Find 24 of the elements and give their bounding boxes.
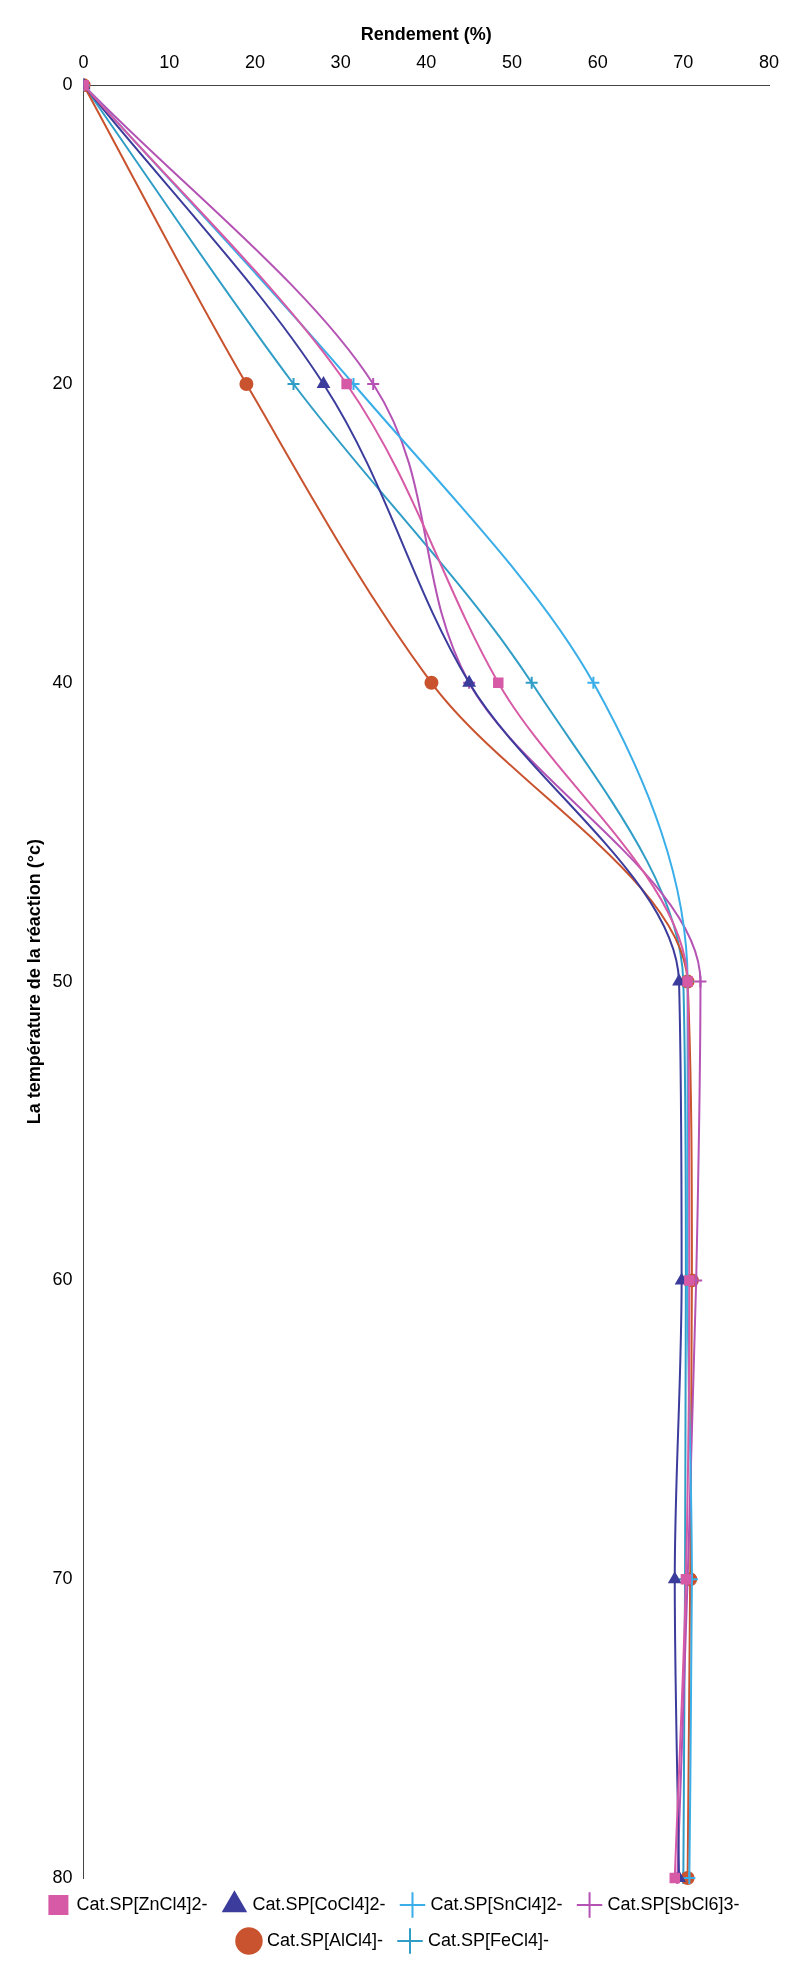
legend-label: Cat.SP[FeCl4]-: [428, 1929, 550, 1950]
x-tick-label: 40: [416, 52, 437, 73]
y-tick-label: 50: [52, 970, 73, 991]
legend-label: Cat.SP[AlCl4]-: [266, 1929, 384, 1950]
x-tick-label: 50: [501, 52, 522, 73]
y-tick-label: 60: [52, 1269, 73, 1290]
y-tick-label: 40: [52, 671, 73, 692]
legend-label: Cat.SP[CoCl4]2-: [252, 1893, 386, 1914]
y-tick-label: 0: [62, 74, 73, 95]
x-axis-title: Rendement (%): [360, 23, 492, 44]
legend-label: Cat.SP[SbCl6]3-: [607, 1893, 740, 1914]
x-tick-label: 0: [78, 52, 89, 73]
x-tick-label: 10: [159, 52, 180, 73]
y-axis-title: La température de la réaction (°c): [23, 838, 44, 1125]
x-tick-label: 70: [673, 52, 694, 73]
x-tick-label: 20: [244, 52, 265, 73]
legend-label: Cat.SP[ZnCl4]2-: [76, 1893, 208, 1914]
x-tick-label: 30: [330, 52, 351, 73]
x-tick-label: 80: [758, 52, 780, 73]
y-tick-label: 20: [52, 372, 73, 393]
y-tick-label: 70: [52, 1568, 73, 1589]
legend-label: Cat.SP[SnCl4]2-: [430, 1893, 563, 1914]
y-tick-label: 80: [52, 1866, 73, 1887]
x-tick-label: 60: [587, 52, 608, 73]
